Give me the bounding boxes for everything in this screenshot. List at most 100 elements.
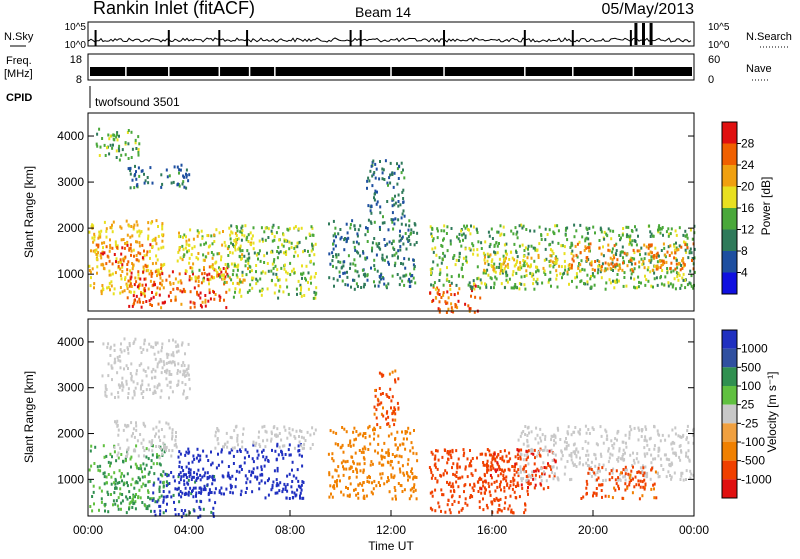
velocity-cell — [381, 448, 384, 452]
velocity-cell — [664, 453, 667, 457]
velocity-cell — [339, 479, 341, 483]
power-cell — [138, 229, 141, 233]
velocity-cell — [629, 425, 632, 429]
velocity-cell — [525, 449, 528, 453]
velocity-cell — [374, 389, 377, 392]
velocity-cell — [487, 481, 490, 485]
power-cell — [399, 248, 402, 252]
velocity-cell — [499, 497, 502, 501]
velocity-cell — [267, 493, 270, 497]
power-cell — [249, 270, 251, 274]
power-cell — [115, 149, 118, 153]
velocity-cell — [148, 342, 151, 346]
velocity-cell — [276, 434, 279, 438]
power-cell — [383, 221, 386, 225]
power-cell — [441, 258, 444, 262]
power-cell — [98, 230, 101, 234]
velocity-cell — [103, 471, 106, 475]
power-cell — [631, 257, 634, 260]
velocity-cell — [679, 458, 682, 462]
velocity-cell — [275, 478, 278, 482]
power-cell — [483, 268, 486, 272]
power-cell — [464, 247, 467, 251]
power-cell — [122, 238, 125, 241]
velocity-cell — [187, 461, 190, 465]
velocity-cell — [404, 431, 407, 435]
velocity-cell — [658, 448, 661, 452]
power-cell — [253, 251, 256, 255]
power-cell — [182, 287, 185, 291]
power-cell — [119, 260, 122, 264]
velocity-cell — [446, 461, 449, 465]
velocity-cell — [167, 353, 170, 357]
power-cell — [301, 264, 303, 268]
velocity-cell — [488, 490, 491, 494]
power-cell — [111, 272, 114, 276]
velocity-cell — [388, 424, 391, 428]
velocity-cell — [542, 487, 545, 491]
power-cell — [159, 287, 161, 291]
power-cell — [142, 301, 145, 304]
velocity-cell — [551, 470, 554, 474]
velocity-cell — [511, 487, 514, 491]
power-cell — [284, 251, 287, 255]
velocity-cell — [509, 484, 512, 488]
power-cell — [314, 272, 317, 275]
power-cell — [121, 263, 124, 267]
velocity-cell — [303, 442, 306, 446]
velocity-heatmap-cells — [88, 337, 695, 519]
power-cell — [409, 232, 412, 236]
velocity-cell — [521, 486, 524, 490]
velocity-cell — [394, 437, 396, 441]
velocity-cell — [362, 488, 365, 492]
velocity-cell — [244, 448, 247, 452]
velocity-cell — [595, 493, 598, 497]
velocity-cell — [502, 474, 505, 477]
velocity-cell — [165, 484, 168, 488]
velocity-cell — [534, 477, 537, 481]
velocity-cell — [687, 449, 690, 453]
velocity-cell — [372, 428, 374, 432]
y-tick-label: 1000 — [57, 267, 84, 281]
power-cell — [636, 249, 639, 253]
power-cell — [188, 238, 191, 242]
velocity-cell — [487, 468, 490, 472]
x-tick-label: 08:00 — [275, 523, 305, 537]
power-cell — [101, 241, 103, 245]
power-cell — [633, 257, 636, 261]
power-cell — [401, 190, 404, 194]
power-cell — [354, 248, 357, 252]
velocity-cell — [586, 491, 588, 495]
power-cell — [488, 254, 491, 258]
power-cell — [303, 294, 306, 297]
velocity-cell — [455, 449, 458, 453]
velocity-cell — [620, 457, 622, 461]
velocity-cell — [187, 342, 190, 346]
velocity-cell — [463, 451, 466, 455]
velocity-cell — [538, 448, 541, 452]
velocity-cell — [129, 496, 131, 499]
velocity-cell — [116, 371, 119, 375]
power-cell — [490, 263, 493, 267]
velocity-cell — [542, 461, 545, 465]
power-cell — [631, 239, 634, 243]
power-cell — [686, 236, 689, 240]
power-cell — [612, 265, 615, 269]
velocity-cell — [452, 485, 455, 489]
velocity-cell — [256, 456, 259, 460]
velocity-cell — [153, 385, 156, 389]
power-cell — [248, 289, 251, 293]
power-cell — [182, 247, 185, 251]
velocity-cell — [132, 432, 134, 436]
y-tick-label: 2000 — [57, 427, 84, 441]
power-colorbar-segment — [722, 165, 737, 187]
velocity-cell — [158, 462, 161, 466]
power-cell — [530, 244, 533, 248]
velocity-cell — [386, 410, 389, 414]
power-cell — [277, 251, 280, 255]
power-cell — [575, 253, 578, 257]
power-cell — [136, 230, 139, 234]
power-cell — [149, 166, 152, 170]
power-cell — [353, 224, 356, 228]
power-cell — [543, 258, 546, 262]
